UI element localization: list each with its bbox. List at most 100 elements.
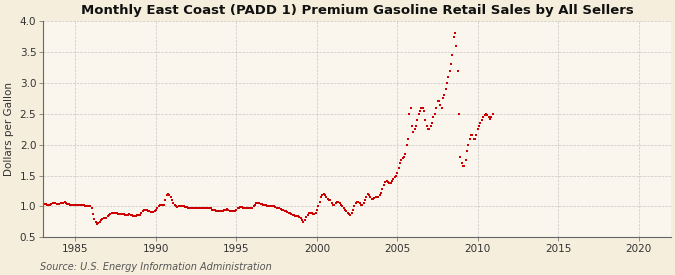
- Point: [137, 209, 148, 214]
- Point: [265, 204, 275, 209]
- Point: [317, 193, 327, 197]
- Point: [136, 211, 146, 216]
- Point: [176, 204, 187, 209]
- Point: [369, 196, 380, 201]
- Point: [240, 206, 251, 211]
- Point: [421, 124, 432, 128]
- Point: [163, 192, 173, 196]
- Point: [263, 204, 274, 209]
- Point: [130, 214, 141, 218]
- Point: [423, 127, 433, 131]
- Point: [68, 202, 78, 207]
- Point: [284, 210, 294, 215]
- Point: [478, 115, 489, 119]
- Point: [93, 221, 104, 226]
- Point: [238, 205, 248, 210]
- Point: [153, 204, 164, 209]
- Point: [168, 201, 179, 206]
- Point: [247, 205, 258, 210]
- Point: [39, 202, 50, 206]
- Point: [315, 195, 326, 199]
- Point: [436, 105, 447, 110]
- Point: [88, 212, 99, 216]
- Point: [367, 197, 377, 201]
- Point: [389, 175, 400, 179]
- Point: [439, 93, 450, 97]
- Point: [230, 209, 240, 213]
- Point: [129, 214, 140, 218]
- Point: [99, 215, 109, 220]
- Point: [483, 115, 494, 119]
- Point: [275, 207, 286, 211]
- Point: [180, 205, 191, 209]
- Point: [271, 205, 282, 210]
- Point: [360, 198, 371, 202]
- Point: [221, 207, 232, 211]
- Point: [408, 130, 418, 134]
- Title: Monthly East Coast (PADD 1) Premium Gasoline Retail Sales by All Sellers: Monthly East Coast (PADD 1) Premium Gaso…: [81, 4, 633, 17]
- Point: [306, 210, 317, 215]
- Point: [380, 180, 391, 184]
- Point: [144, 209, 155, 214]
- Point: [133, 213, 144, 217]
- Point: [286, 212, 297, 216]
- Point: [485, 117, 495, 121]
- Point: [119, 212, 130, 217]
- Point: [199, 206, 210, 211]
- Point: [407, 124, 418, 128]
- Point: [167, 198, 178, 202]
- Point: [256, 202, 267, 206]
- Point: [159, 203, 169, 207]
- Point: [225, 209, 236, 213]
- Point: [331, 199, 342, 204]
- Point: [304, 210, 315, 215]
- Point: [338, 205, 349, 210]
- Point: [55, 201, 66, 206]
- Point: [140, 207, 151, 212]
- Point: [236, 205, 247, 209]
- Point: [101, 215, 112, 220]
- Point: [202, 206, 213, 211]
- Point: [207, 207, 217, 212]
- Point: [215, 209, 225, 213]
- Point: [142, 209, 153, 213]
- Point: [99, 215, 110, 220]
- Point: [384, 181, 395, 185]
- Point: [479, 113, 490, 117]
- Point: [192, 206, 203, 211]
- Point: [456, 161, 467, 166]
- Point: [333, 200, 344, 204]
- Point: [365, 195, 376, 199]
- Point: [80, 204, 90, 209]
- Point: [175, 204, 186, 209]
- Point: [138, 207, 149, 212]
- Point: [178, 204, 188, 209]
- Point: [262, 204, 273, 208]
- Point: [186, 206, 196, 211]
- Point: [417, 105, 428, 110]
- Point: [157, 203, 168, 207]
- Point: [307, 212, 318, 216]
- Point: [89, 217, 100, 221]
- Point: [261, 203, 271, 207]
- Point: [450, 31, 460, 36]
- Point: [117, 212, 128, 216]
- Point: [53, 202, 63, 206]
- Point: [266, 204, 277, 209]
- Point: [463, 142, 474, 147]
- Point: [321, 195, 331, 199]
- Point: [311, 207, 322, 212]
- Point: [446, 62, 456, 67]
- Point: [243, 206, 254, 211]
- Point: [211, 209, 221, 213]
- Point: [288, 212, 298, 217]
- Point: [392, 170, 403, 175]
- Point: [395, 161, 406, 166]
- Point: [42, 202, 53, 207]
- Point: [447, 53, 458, 57]
- Point: [429, 112, 440, 116]
- Point: [327, 203, 338, 207]
- Point: [274, 206, 285, 211]
- Point: [314, 199, 325, 204]
- Point: [466, 133, 477, 138]
